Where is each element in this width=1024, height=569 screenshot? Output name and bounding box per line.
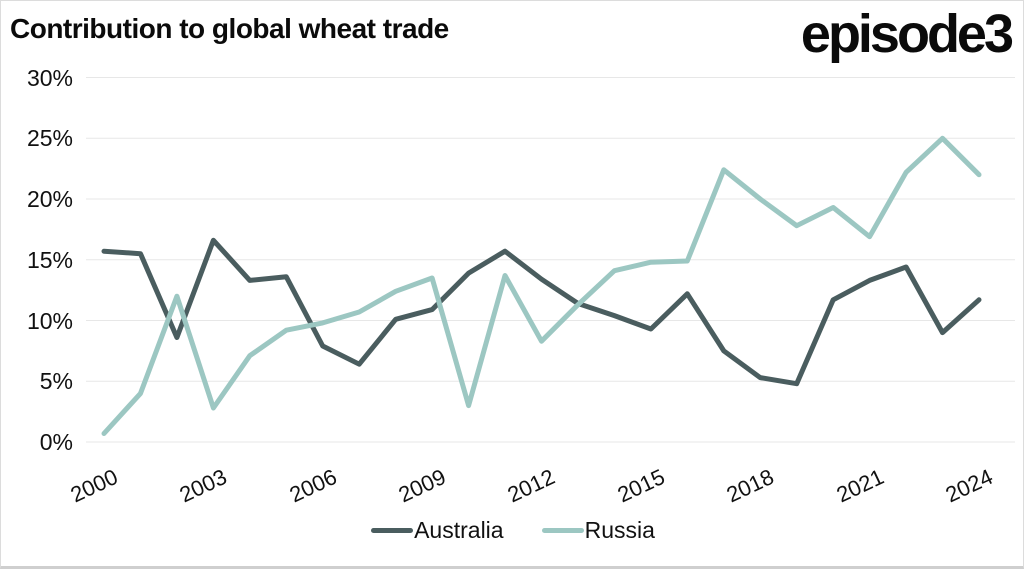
russia-line <box>101 135 982 436</box>
legend-swatch <box>541 528 584 533</box>
legend-item-australia: Australia <box>371 517 504 544</box>
y-tick-label: 0% <box>39 429 73 455</box>
legend-label: Australia <box>414 517 504 543</box>
y-tick-label: 20% <box>26 186 73 212</box>
y-tick-label: 30% <box>26 64 73 91</box>
y-tick-label: 5% <box>39 368 73 395</box>
y-tick-label: 15% <box>26 246 73 273</box>
legend-swatch <box>371 528 414 533</box>
y-tick-label: 25% <box>26 125 73 152</box>
legend-item-russia: Russia <box>541 517 655 544</box>
y-tick-label: 10% <box>26 307 73 334</box>
episode3-logo: episode3 <box>800 4 1014 64</box>
chart-title: Contribution to global wheat trade <box>10 13 449 44</box>
legend: Australia Russia <box>1 517 1023 544</box>
legend-label: Russia <box>584 517 655 543</box>
australia-line <box>101 237 982 387</box>
